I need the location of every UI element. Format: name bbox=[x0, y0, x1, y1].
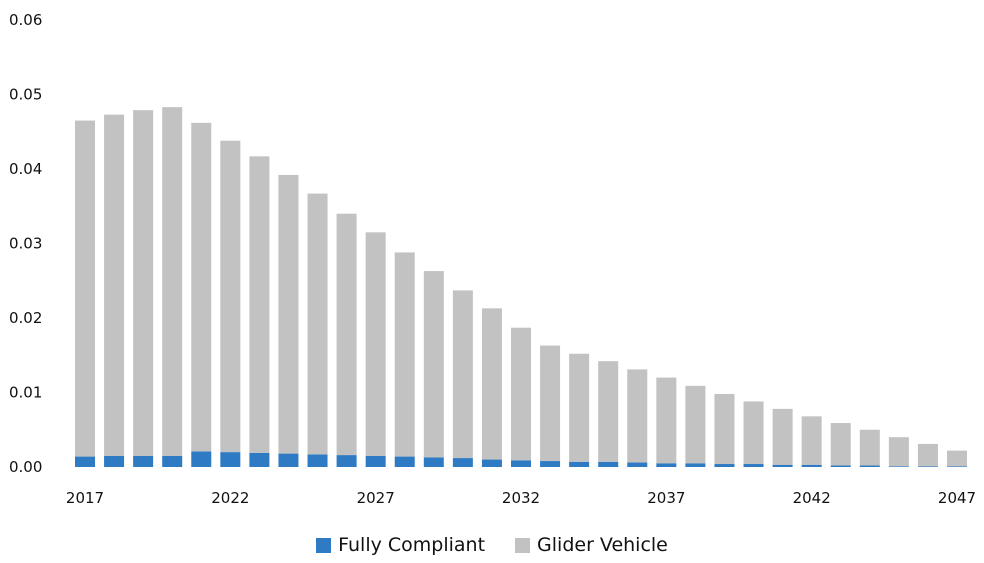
glider-vehicle-bar bbox=[511, 327, 531, 461]
y-tick-label: 0.05 bbox=[9, 86, 42, 104]
glider-vehicle-bar bbox=[307, 193, 328, 455]
glider-vehicle-bar bbox=[830, 423, 851, 466]
fully-compliant-bar bbox=[888, 466, 909, 467]
x-tick-label: 2022 bbox=[211, 489, 249, 507]
x-tick-label: 2027 bbox=[357, 489, 395, 507]
fully-compliant-bar bbox=[481, 459, 502, 467]
glider-vehicle-bar bbox=[104, 114, 125, 456]
fully-compliant-bar bbox=[162, 455, 183, 467]
legend-item-glider-vehicle: Glider Vehicle bbox=[515, 534, 668, 556]
fully-compliant-bar bbox=[75, 456, 95, 467]
glider-vehicle-swatch bbox=[515, 537, 531, 553]
y-tick-label: 0.02 bbox=[9, 309, 42, 327]
fully-compliant-swatch bbox=[316, 537, 332, 553]
fully-compliant-bar bbox=[511, 460, 531, 467]
glider-vehicle-bar bbox=[947, 450, 967, 467]
fully-compliant-bar bbox=[249, 452, 270, 467]
y-tick-label: 0.04 bbox=[9, 160, 42, 178]
legend-item-fully-compliant: Fully Compliant bbox=[316, 534, 485, 556]
glider-vehicle-bar bbox=[249, 156, 270, 453]
fully-compliant-bar bbox=[714, 464, 735, 467]
fully-compliant-bar bbox=[540, 461, 561, 467]
glider-vehicle-bar bbox=[365, 232, 386, 456]
legend-label-glider-vehicle: Glider Vehicle bbox=[537, 534, 668, 556]
x-tick-label: 2032 bbox=[502, 489, 540, 507]
fully-compliant-bar bbox=[278, 453, 299, 467]
glider-vehicle-bar bbox=[801, 416, 822, 465]
x-tick-label: 2017 bbox=[66, 489, 104, 507]
fully-compliant-bar bbox=[365, 455, 386, 467]
fully-compliant-bar bbox=[423, 457, 444, 467]
fully-compliant-bar bbox=[743, 464, 764, 467]
glider-vehicle-bar bbox=[75, 120, 95, 457]
fully-compliant-bar bbox=[307, 454, 328, 467]
glider-vehicle-bar bbox=[452, 290, 473, 459]
glider-vehicle-bar bbox=[656, 377, 677, 464]
glider-vehicle-bar bbox=[772, 408, 793, 465]
glider-vehicle-bar bbox=[220, 140, 241, 453]
fully-compliant-bar bbox=[220, 452, 241, 467]
x-axis: 2017 2022 2027 2032 2037 2042 2047 bbox=[66, 489, 976, 507]
legend-label-fully-compliant: Fully Compliant bbox=[338, 534, 486, 556]
fully-compliant-bar bbox=[394, 456, 415, 467]
glider-vehicle-bar bbox=[481, 308, 502, 460]
glider-vehicle-bar bbox=[336, 213, 357, 456]
fully-compliant-bar bbox=[336, 455, 357, 467]
glider-vehicle-bar bbox=[540, 345, 561, 462]
fully-compliant-bar bbox=[947, 466, 967, 467]
glider-vehicle-bar bbox=[569, 353, 590, 462]
fully-compliant-bar bbox=[685, 463, 706, 467]
glider-vehicle-bar bbox=[278, 174, 299, 454]
glider-vehicle-bar bbox=[394, 252, 415, 457]
glider-vehicle-bar bbox=[191, 122, 212, 452]
y-tick-label: 0.06 bbox=[9, 11, 42, 29]
fully-compliant-bar bbox=[598, 461, 619, 467]
x-tick-label: 2042 bbox=[793, 489, 831, 507]
y-tick-label: 0.00 bbox=[9, 458, 42, 476]
fully-compliant-bar bbox=[627, 462, 648, 467]
x-tick-label: 2047 bbox=[938, 489, 976, 507]
glider-vehicle-bar bbox=[423, 271, 444, 458]
fully-compliant-bar bbox=[830, 465, 851, 467]
glider-vehicle-bar bbox=[888, 437, 909, 467]
glider-vehicle-bar bbox=[685, 385, 706, 464]
bars bbox=[75, 107, 967, 467]
fully-compliant-bar bbox=[801, 464, 822, 467]
x-tick-label: 2037 bbox=[647, 489, 685, 507]
fully-compliant-bar bbox=[452, 458, 473, 467]
fully-compliant-bar bbox=[859, 465, 880, 467]
glider-vehicle-bar bbox=[714, 393, 735, 465]
y-tick-label: 0.03 bbox=[9, 235, 42, 253]
fully-compliant-bar bbox=[772, 464, 793, 467]
glider-vehicle-bar bbox=[917, 443, 938, 467]
glider-vehicle-bar bbox=[162, 107, 183, 456]
glider-vehicle-bar bbox=[598, 361, 619, 462]
fully-compliant-bar bbox=[917, 466, 938, 467]
legend: Fully Compliant Glider Vehicle bbox=[0, 534, 984, 556]
y-tick-label: 0.01 bbox=[9, 384, 42, 402]
fully-compliant-bar bbox=[104, 455, 125, 467]
glider-vehicle-bar bbox=[627, 369, 648, 463]
y-axis: 0.00 0.01 0.02 0.03 0.04 0.05 0.06 bbox=[9, 11, 42, 476]
glider-vehicle-bar bbox=[743, 401, 764, 465]
fully-compliant-bar bbox=[133, 455, 154, 467]
glider-vehicle-bar bbox=[859, 429, 880, 466]
fully-compliant-bar bbox=[191, 451, 212, 467]
fully-compliant-bar bbox=[656, 463, 677, 467]
glider-vehicle-bar bbox=[133, 110, 154, 456]
fully-compliant-bar bbox=[569, 461, 590, 467]
